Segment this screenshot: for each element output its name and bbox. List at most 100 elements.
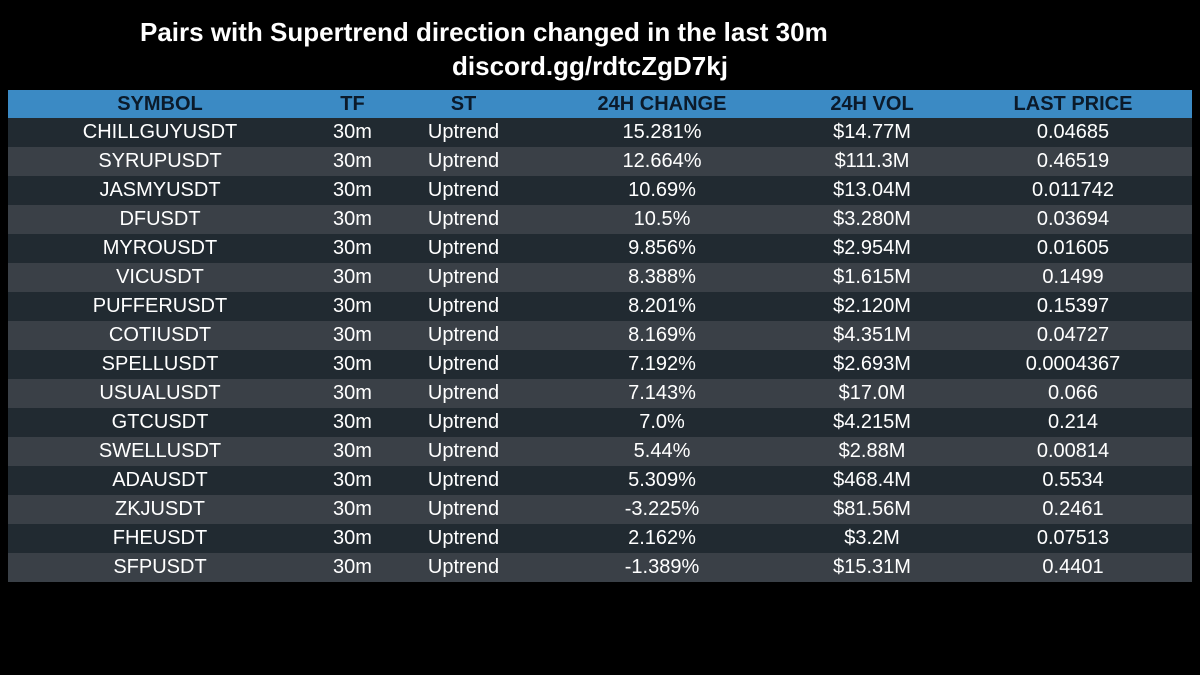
- tf-cell: 30m: [312, 379, 393, 408]
- volume-cell: $2.88M: [790, 437, 954, 466]
- tf-cell: 30m: [312, 118, 393, 147]
- page-title: Pairs with Supertrend direction changed …: [140, 17, 828, 47]
- symbol-cell: JASMYUSDT: [8, 176, 312, 205]
- st-cell: Uptrend: [393, 437, 534, 466]
- price-cell: 0.011742: [954, 176, 1192, 205]
- change-cell: 10.69%: [534, 176, 790, 205]
- column-header-symbol: SYMBOL: [8, 90, 312, 118]
- price-cell: 0.1499: [954, 263, 1192, 292]
- price-cell: 0.46519: [954, 147, 1192, 176]
- tf-cell: 30m: [312, 524, 393, 553]
- change-cell: 2.162%: [534, 524, 790, 553]
- table-row: SYRUPUSDT 30m Uptrend 12.664% $111.3M 0.46519: [8, 147, 1192, 176]
- price-cell: 0.04727: [954, 321, 1192, 350]
- price-cell: 0.066: [954, 379, 1192, 408]
- price-cell: 0.5534: [954, 466, 1192, 495]
- table-row: FHEUSDT 30m Uptrend 2.162% $3.2M 0.07513: [8, 524, 1192, 553]
- change-cell: -1.389%: [534, 553, 790, 582]
- price-cell: 0.4401: [954, 553, 1192, 582]
- tf-cell: 30m: [312, 176, 393, 205]
- st-cell: Uptrend: [393, 176, 534, 205]
- discord-link[interactable]: discord.gg/rdtcZgD7kj: [452, 51, 728, 81]
- volume-cell: $3.280M: [790, 205, 954, 234]
- change-cell: 7.0%: [534, 408, 790, 437]
- symbol-cell: FHEUSDT: [8, 524, 312, 553]
- st-cell: Uptrend: [393, 205, 534, 234]
- volume-cell: $468.4M: [790, 466, 954, 495]
- symbol-cell: COTIUSDT: [8, 321, 312, 350]
- symbol-cell: MYROUSDT: [8, 234, 312, 263]
- price-cell: 0.03694: [954, 205, 1192, 234]
- tf-cell: 30m: [312, 147, 393, 176]
- volume-cell: $2.954M: [790, 234, 954, 263]
- symbol-cell: GTCUSDT: [8, 408, 312, 437]
- supertrend-table: SYMBOL TF ST 24H CHANGE 24H VOL LAST PRI…: [8, 90, 1192, 582]
- price-cell: 0.2461: [954, 495, 1192, 524]
- st-cell: Uptrend: [393, 379, 534, 408]
- volume-cell: $13.04M: [790, 176, 954, 205]
- price-cell: 0.15397: [954, 292, 1192, 321]
- change-cell: 5.309%: [534, 466, 790, 495]
- symbol-cell: ZKJUSDT: [8, 495, 312, 524]
- tf-cell: 30m: [312, 437, 393, 466]
- st-cell: Uptrend: [393, 553, 534, 582]
- price-cell: 0.214: [954, 408, 1192, 437]
- column-header-24h-change: 24H CHANGE: [534, 90, 790, 118]
- change-cell: -3.225%: [534, 495, 790, 524]
- price-cell: 0.04685: [954, 118, 1192, 147]
- change-cell: 12.664%: [534, 147, 790, 176]
- st-cell: Uptrend: [393, 321, 534, 350]
- change-cell: 8.388%: [534, 263, 790, 292]
- symbol-cell: SYRUPUSDT: [8, 147, 312, 176]
- table-row: SPELLUSDT 30m Uptrend 7.192% $2.693M 0.000436…: [8, 350, 1192, 379]
- volume-cell: $1.615M: [790, 263, 954, 292]
- change-cell: 10.5%: [534, 205, 790, 234]
- table-row: JASMYUSDT 30m Uptrend 10.69% $13.04M 0.011742: [8, 176, 1192, 205]
- symbol-cell: SWELLUSDT: [8, 437, 312, 466]
- column-header-st: ST: [393, 90, 534, 118]
- table-row: VICUSDT 30m Uptrend 8.388% $1.615M 0.1499: [8, 263, 1192, 292]
- price-cell: 0.01605: [954, 234, 1192, 263]
- volume-cell: $4.215M: [790, 408, 954, 437]
- tf-cell: 30m: [312, 263, 393, 292]
- symbol-cell: SFPUSDT: [8, 553, 312, 582]
- st-cell: Uptrend: [393, 408, 534, 437]
- change-cell: 7.143%: [534, 379, 790, 408]
- column-header-last-price: LAST PRICE: [954, 90, 1192, 118]
- volume-cell: $14.77M: [790, 118, 954, 147]
- st-cell: Uptrend: [393, 234, 534, 263]
- price-cell: 0.0004367: [954, 350, 1192, 379]
- table-row: MYROUSDT 30m Uptrend 9.856% $2.954M 0.01605: [8, 234, 1192, 263]
- price-cell: 0.07513: [954, 524, 1192, 553]
- symbol-cell: USUALUSDT: [8, 379, 312, 408]
- volume-cell: $111.3M: [790, 147, 954, 176]
- tf-cell: 30m: [312, 408, 393, 437]
- change-cell: 8.201%: [534, 292, 790, 321]
- volume-cell: $17.0M: [790, 379, 954, 408]
- table-row: SFPUSDT 30m Uptrend -1.389% $15.31M 0.4401: [8, 553, 1192, 582]
- change-cell: 8.169%: [534, 321, 790, 350]
- symbol-cell: PUFFERUSDT: [8, 292, 312, 321]
- st-cell: Uptrend: [393, 118, 534, 147]
- volume-cell: $2.120M: [790, 292, 954, 321]
- st-cell: Uptrend: [393, 263, 534, 292]
- volume-cell: $15.31M: [790, 553, 954, 582]
- volume-cell: $3.2M: [790, 524, 954, 553]
- table-row: CHILLGUYUSDT 30m Uptrend 15.281% $14.77M 0.04…: [8, 118, 1192, 147]
- volume-cell: $81.56M: [790, 495, 954, 524]
- tf-cell: 30m: [312, 350, 393, 379]
- st-cell: Uptrend: [393, 292, 534, 321]
- st-cell: Uptrend: [393, 495, 534, 524]
- table-row: USUALUSDT 30m Uptrend 7.143% $17.0M 0.066: [8, 379, 1192, 408]
- tf-cell: 30m: [312, 466, 393, 495]
- column-header-tf: TF: [312, 90, 393, 118]
- table-row: ZKJUSDT 30m Uptrend -3.225% $81.56M 0.2461: [8, 495, 1192, 524]
- symbol-cell: ADAUSDT: [8, 466, 312, 495]
- st-cell: Uptrend: [393, 147, 534, 176]
- symbol-cell: DFUSDT: [8, 205, 312, 234]
- symbol-cell: CHILLGUYUSDT: [8, 118, 312, 147]
- symbol-cell: VICUSDT: [8, 263, 312, 292]
- change-cell: 7.192%: [534, 350, 790, 379]
- change-cell: 15.281%: [534, 118, 790, 147]
- change-cell: 9.856%: [534, 234, 790, 263]
